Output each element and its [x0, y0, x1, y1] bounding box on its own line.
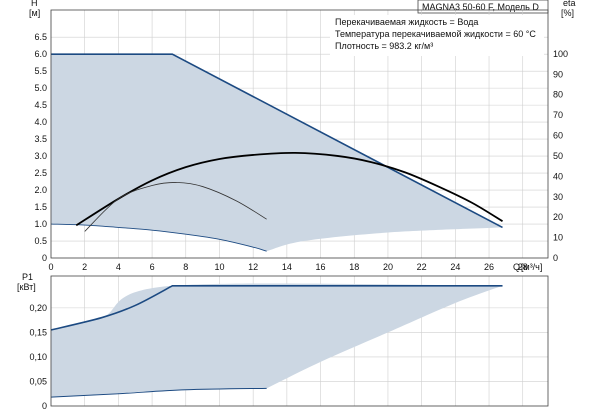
eta-y-tick-label: 90	[553, 69, 563, 79]
power-plot-frame	[50, 275, 549, 407]
flow-x-tick-label: 18	[349, 262, 359, 272]
flow-x-tick-label: 12	[248, 262, 258, 272]
head-plot-frame	[50, 9, 549, 259]
flow-x-tick-label: 8	[183, 262, 188, 272]
fluid-info-line-1: Перекачиваемая жидкость = Вода	[335, 17, 478, 27]
power-y-tick-label: 0	[42, 401, 47, 411]
head-y-ticks: 0 0.5 1.0 1.5 2.0 2.5 3.0 3.5 4.0 4.5 5.0 5.5 6.0 6.5	[34, 32, 47, 263]
y-axis-unit: [м]	[29, 8, 40, 18]
flow-x-tick-label: 6	[150, 262, 155, 272]
head-y-tick-label: 1.5	[34, 202, 47, 212]
eta-y-tick-label: 100	[553, 49, 568, 59]
min-power-curve	[50, 387, 267, 398]
power-plot: 0 0,05 0,10 0,15 0,20 P1 [кВт]	[17, 272, 549, 411]
head-y-tick-label: 6.5	[34, 32, 47, 42]
head-y-tick-label: 4.0	[34, 117, 47, 127]
power-curves	[50, 285, 503, 398]
eta-y-tick-label: 50	[553, 151, 563, 161]
y-axis-label: H	[31, 0, 38, 8]
power-operating-area	[51, 283, 503, 398]
eta-y-tick-label: 0	[553, 253, 558, 263]
head-y-tick-label: 0	[42, 253, 47, 263]
x-axis-label: Q	[513, 262, 520, 272]
flow-x-tick-label: 28	[518, 262, 528, 272]
eta-y-tick-label: 70	[553, 110, 563, 120]
head-plot: 0 0.5 1.0 1.5 2.0 2.5 3.0 3.5 4.0 4.5 5.0 5.5 6.0 6.5…	[29, 0, 576, 272]
y2-axis-label: eta	[563, 0, 576, 8]
flow-x-ticks: 0 2 4 6 8 10 12 14 16 18 20 22 24 26 28	[48, 262, 527, 272]
power-y-tick-label: 0,15	[29, 327, 47, 337]
flow-x-tick-label: 14	[282, 262, 292, 272]
eta-y-tick-label: 60	[553, 131, 563, 141]
max-power-curve	[50, 285, 503, 331]
head-y-tick-label: 0.5	[34, 236, 47, 246]
power-y-axis-label: P1	[22, 272, 33, 282]
x-axis-unit: [м³/ч]	[521, 262, 542, 272]
fluid-info-line-3: Плотность = 983.2 кг/м³	[335, 41, 433, 51]
flow-x-tick-label: 24	[450, 262, 460, 272]
head-y-tick-label: 5.0	[34, 83, 47, 93]
power-y-axis-unit: [кВт]	[17, 282, 36, 292]
eta-y-tick-label: 40	[553, 171, 563, 181]
head-y-tick-label: 3.5	[34, 134, 47, 144]
head-curves	[50, 53, 503, 252]
eta-y-ticks: 0 10 20 30 40 50 60 70 80 90 100	[553, 49, 568, 263]
flow-x-tick-label: 20	[383, 262, 393, 272]
head-y-tick-label: 2.0	[34, 185, 47, 195]
eta-y-tick-label: 20	[553, 212, 563, 222]
flow-x-tick-label: 10	[214, 262, 224, 272]
flow-x-tick-label: 26	[484, 262, 494, 272]
flow-x-tick-label: 0	[48, 262, 53, 272]
eta-y-tick-label: 10	[553, 233, 563, 243]
flow-x-tick-label: 2	[82, 262, 87, 272]
max-head-curve	[51, 53, 503, 229]
flow-x-tick-label: 16	[316, 262, 326, 272]
power-y-tick-label: 0,20	[29, 303, 47, 313]
power-area-fill	[51, 283, 503, 398]
power-y-ticks: 0 0,05 0,10 0,15 0,20	[29, 303, 47, 411]
head-y-tick-label: 5.5	[34, 66, 47, 76]
title-box: MAGNA3 50-60 F, Модель D	[417, 0, 549, 14]
eta-y-tick-label: 80	[553, 90, 563, 100]
fluid-info: Перекачиваемая жидкость = Вода Температу…	[330, 15, 544, 56]
flow-x-tick-label: 22	[417, 262, 427, 272]
y2-axis-unit: [%]	[561, 8, 574, 18]
head-y-tick-label: 3.0	[34, 151, 47, 161]
power-y-tick-label: 0,10	[29, 352, 47, 362]
head-y-tick-label: 6.0	[34, 49, 47, 59]
eta-y-tick-label: 30	[553, 192, 563, 202]
head-y-tick-label: 4.5	[34, 100, 47, 110]
flow-x-tick-label: 4	[116, 262, 121, 272]
power-y-tick-label: 0,05	[29, 376, 47, 386]
head-y-tick-label: 2.5	[34, 168, 47, 178]
max-efficiency-curve	[75, 151, 503, 227]
head-y-tick-label: 1.0	[34, 219, 47, 229]
chart-title: MAGNA3 50-60 F, Модель D	[422, 2, 539, 12]
min-efficiency-curve	[84, 182, 267, 232]
fluid-info-line-2: Температура перекачиваемой жидкости = 60…	[335, 29, 536, 39]
min-head-curve	[50, 223, 267, 252]
